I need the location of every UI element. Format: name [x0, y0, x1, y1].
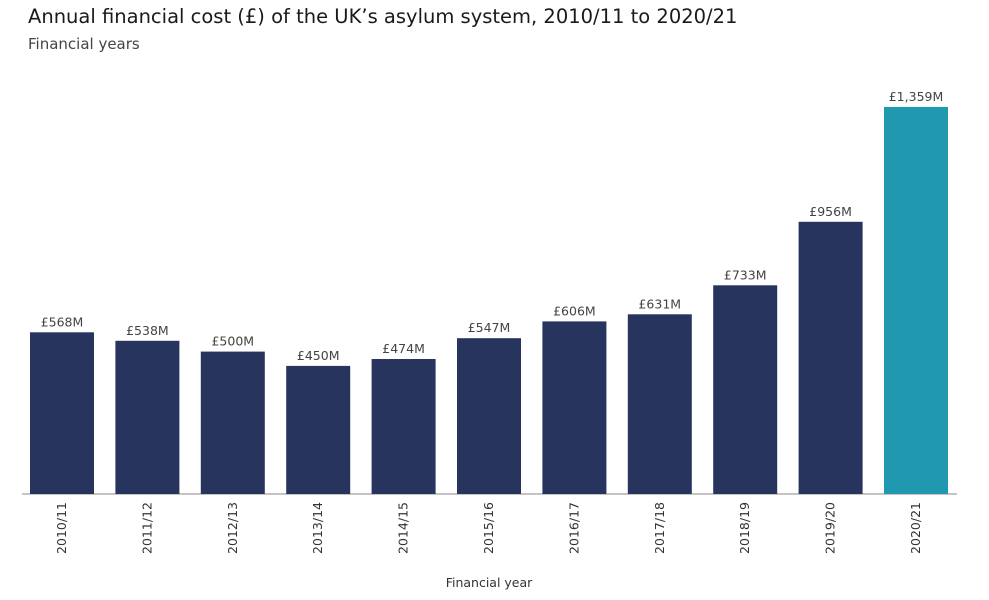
x-tick-label: 2011/12	[139, 502, 154, 554]
x-tick-label: 2012/13	[225, 502, 240, 554]
value-label: £474M	[382, 341, 425, 356]
bar-2020-21	[884, 107, 948, 494]
chart-title: Annual financial cost (£) of the UK’s as…	[28, 5, 738, 28]
bar-2016-17	[542, 321, 607, 494]
x-tick-label: 2013/14	[310, 502, 325, 554]
bar-2011-12	[115, 340, 180, 494]
bar-2013-14	[286, 365, 351, 494]
value-label: £1,359M	[889, 89, 944, 104]
value-label: £568M	[41, 314, 84, 329]
bar-2019-20	[798, 221, 863, 495]
bar-2012-13	[200, 351, 265, 494]
x-tick-label: 2017/18	[652, 502, 667, 554]
bars-group	[30, 107, 948, 495]
value-labels-group: £568M £538M £500M £450M £474M £547M £606M £631M…	[41, 89, 944, 363]
x-axis-label: Financial year	[446, 575, 533, 590]
value-label: £606M	[553, 303, 596, 318]
bar-2014-15	[371, 359, 436, 494]
bar-2018-19	[713, 285, 778, 494]
x-tick-label: 2014/15	[396, 502, 411, 554]
value-label: £631M	[638, 296, 681, 311]
x-tick-label: 2015/16	[481, 502, 496, 554]
value-label: £956M	[809, 204, 852, 219]
x-tick-label: 2010/11	[54, 502, 69, 554]
bar-2010-11	[30, 332, 94, 494]
value-label: £547M	[468, 320, 511, 335]
x-tick-label: 2019/20	[823, 502, 838, 554]
chart-subtitle: Financial years	[28, 35, 140, 53]
x-tick-label: 2016/17	[566, 502, 581, 554]
bar-2017-18	[627, 314, 692, 494]
value-label: £500M	[211, 334, 254, 349]
value-label: £450M	[297, 348, 340, 363]
value-label: £538M	[126, 323, 169, 338]
x-tick-label: 2020/21	[908, 502, 923, 554]
value-label: £733M	[724, 267, 767, 282]
bar-2015-16	[457, 338, 521, 494]
x-tick-labels-group: 2010/11 2011/12 2012/13 2013/14 2014/15 2015/…	[54, 502, 923, 554]
x-tick-label: 2018/19	[737, 502, 752, 554]
